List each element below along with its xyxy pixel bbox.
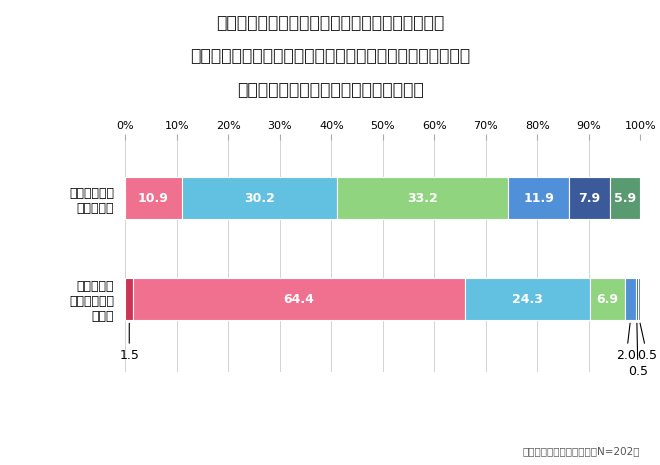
Bar — [636, 278, 638, 320]
Bar — [638, 278, 641, 320]
Text: それぞれ教えてください。（単一回答）: それぞれ教えてください。（単一回答） — [237, 81, 423, 99]
Text: 5.9: 5.9 — [614, 192, 636, 205]
Bar — [610, 177, 640, 219]
Text: 24.3: 24.3 — [512, 292, 543, 306]
Text: 11.9: 11.9 — [523, 192, 554, 205]
Bar — [508, 177, 569, 219]
Text: 2.0: 2.0 — [616, 323, 636, 362]
Bar — [125, 177, 182, 219]
Text: 7.9: 7.9 — [578, 192, 601, 205]
Text: 6.9: 6.9 — [597, 292, 618, 306]
Bar — [465, 278, 590, 320]
Text: 内定を受けていた企業数、内定承諾の意思を伝えた企業数を: 内定を受けていた企業数、内定承諾の意思を伝えた企業数を — [190, 47, 470, 66]
Bar — [569, 177, 610, 219]
Bar — [182, 177, 337, 219]
Bar — [125, 278, 133, 320]
Bar — [337, 177, 508, 219]
Text: マンパワーグループ調べ（N=202）: マンパワーグループ調べ（N=202） — [523, 445, 640, 456]
Text: 10.9: 10.9 — [138, 192, 169, 205]
Text: 1.5: 1.5 — [119, 323, 139, 362]
Text: 0.5: 0.5 — [628, 323, 648, 378]
Text: 33.2: 33.2 — [407, 192, 438, 205]
Bar — [625, 278, 636, 320]
Text: 0.5: 0.5 — [637, 323, 657, 362]
Text: 30.2: 30.2 — [244, 192, 275, 205]
Bar — [133, 278, 465, 320]
Text: 64.4: 64.4 — [283, 292, 314, 306]
Bar — [590, 278, 625, 320]
Text: 最終的に、何社からの内定を受けていましたか？: 最終的に、何社からの内定を受けていましたか？ — [216, 14, 444, 32]
